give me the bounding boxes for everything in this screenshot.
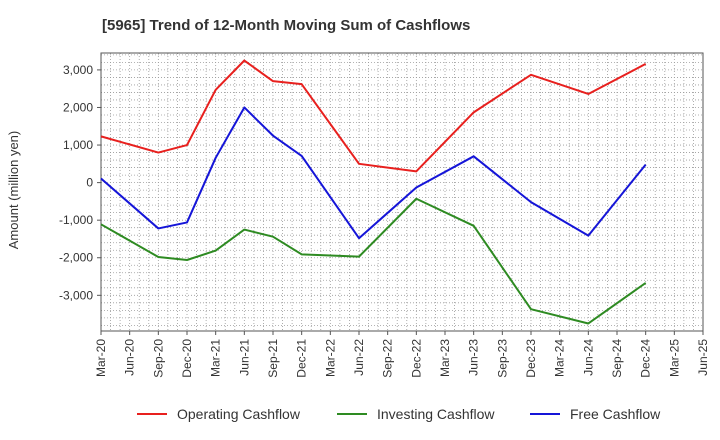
x-tick-label: Dec-20 xyxy=(180,339,194,378)
x-tick-label: Mar-25 xyxy=(667,339,681,377)
x-tick-label: Dec-24 xyxy=(639,339,653,378)
x-tick-label: Dec-21 xyxy=(295,339,309,378)
series-line-free-cashflow xyxy=(100,106,647,240)
x-tick-label: Sep-22 xyxy=(381,339,395,378)
x-tick-label: Mar-24 xyxy=(553,339,567,377)
y-tick-label: 1,000 xyxy=(63,138,93,152)
x-tick-label: Mar-21 xyxy=(209,339,223,377)
plot-area: -3,000 -2,000 -1,000 0 1,000 2,000 3,000 Mar-20… xyxy=(59,52,710,378)
legend-label-operating-cashflow: Operating Cashflow xyxy=(177,406,301,422)
x-tick-label: Sep-21 xyxy=(266,339,280,378)
y-tick-label: 2,000 xyxy=(63,100,93,114)
x-tick-label: Jun-21 xyxy=(237,339,251,376)
x-tick-label: Mar-22 xyxy=(323,339,337,377)
legend: Operating Cashflow Investing Cashflow Free… xyxy=(137,406,661,422)
x-tick-label: Sep-23 xyxy=(495,339,509,378)
plot-border xyxy=(100,52,704,332)
y-tick-label: 3,000 xyxy=(63,63,93,77)
plot-background xyxy=(101,53,703,331)
y-tick-label: 0 xyxy=(86,176,93,190)
legend-label-investing-cashflow: Investing Cashflow xyxy=(377,406,495,422)
x-tick-label: Jun-22 xyxy=(352,339,366,376)
x-tick-label: Dec-23 xyxy=(524,339,538,378)
series-line-operating-cashflow xyxy=(100,59,647,173)
x-tick-label: Dec-22 xyxy=(409,339,423,378)
x-tick-label: Sep-20 xyxy=(151,339,165,378)
x-tick-label: Mar-23 xyxy=(438,339,452,377)
x-tick-label: Mar-20 xyxy=(94,339,108,377)
legend-label-free-cashflow: Free Cashflow xyxy=(570,406,661,422)
x-tick-label: Jun-25 xyxy=(696,339,710,376)
series-line-investing-cashflow xyxy=(100,197,647,325)
x-tick-label: Jun-23 xyxy=(467,339,481,376)
y-tick-label: -3,000 xyxy=(59,288,93,302)
x-tick-label: Jun-24 xyxy=(581,339,595,376)
x-tick-label: Jun-20 xyxy=(123,339,137,376)
x-tick-label: Sep-24 xyxy=(610,339,624,378)
y-tick-label: -1,000 xyxy=(59,213,93,227)
chart-title: [5965] Trend of 12-Month Moving Sum of C… xyxy=(102,17,470,34)
y-axis-label: Amount (million yen) xyxy=(6,131,21,250)
y-tick-label: -2,000 xyxy=(59,251,93,265)
